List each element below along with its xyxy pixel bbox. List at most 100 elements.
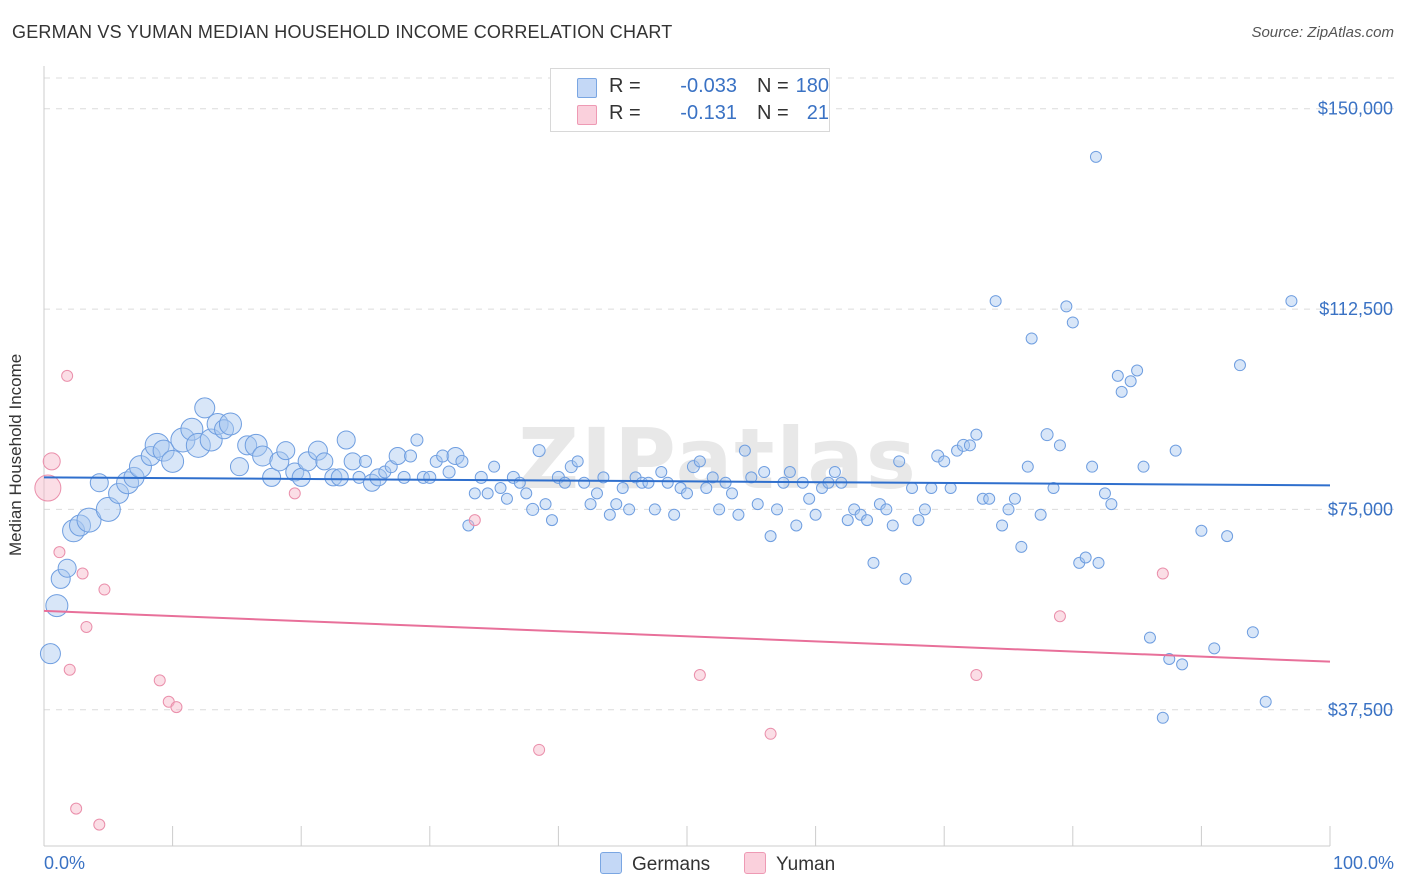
point-germans-111: [803, 492, 816, 505]
trend-line-yuman: [43, 609, 1331, 663]
point-germans-32: [285, 462, 305, 482]
point-yuman-17: [764, 727, 777, 740]
point-yuman-12: [170, 701, 183, 714]
y-tick-label-2: $112,500: [1319, 299, 1393, 319]
point-germans-123: [880, 503, 893, 516]
point-germans-70: [539, 498, 552, 511]
legend-swatch-yuman: [577, 105, 597, 125]
point-germans-150: [1053, 439, 1066, 452]
bottom-legend-label-yuman: Yuman: [776, 854, 836, 875]
point-germans-163: [1131, 364, 1144, 377]
point-germans-145: [1021, 460, 1034, 473]
point-germans-73: [558, 476, 571, 489]
trend-lines: [43, 476, 1331, 663]
point-germans-14: [144, 432, 170, 458]
point-germans-97: [713, 503, 726, 516]
point-germans-99: [726, 487, 739, 500]
point-germans-1: [45, 594, 69, 618]
point-germans-80: [603, 508, 616, 521]
bottom-legend-label-germans: Germans: [632, 854, 711, 875]
point-germans-139: [983, 492, 996, 505]
bottom-legend-swatch-yuman: [744, 852, 766, 874]
point-germans-144: [1015, 540, 1028, 553]
point-germans-50: [410, 433, 424, 447]
data-points: [34, 150, 1298, 831]
point-germans-57: [455, 454, 469, 468]
point-germans-165: [1143, 631, 1156, 644]
y-tick-labels: $37,500 $75,000 $112,500 $150,000: [1318, 99, 1393, 720]
point-germans-89: [661, 476, 674, 489]
point-germans-138: [976, 492, 989, 505]
bottom-legend-germans: Germans: [600, 852, 710, 876]
point-germans-92: [681, 487, 693, 500]
point-yuman-3: [61, 369, 74, 382]
point-germans-108: [783, 466, 796, 479]
point-germans-164: [1137, 460, 1150, 473]
point-germans-49: [404, 449, 418, 463]
point-germans-3: [57, 558, 77, 578]
point-germans-0: [39, 643, 61, 665]
x-tick-label-min: 0.0%: [44, 853, 85, 873]
point-germans-47: [388, 447, 407, 465]
point-yuman-16: [693, 669, 706, 682]
point-yuman-14: [468, 514, 481, 527]
point-germans-5: [69, 514, 92, 537]
point-germans-16: [161, 449, 185, 473]
point-germans-129: [918, 503, 931, 516]
point-germans-133: [944, 482, 957, 495]
point-germans-6: [76, 507, 102, 533]
point-germans-117: [841, 514, 854, 527]
point-germans-52: [423, 470, 437, 484]
point-germans-2: [50, 568, 71, 589]
point-germans-55: [442, 465, 456, 479]
point-germans-86: [642, 476, 655, 489]
point-germans-87: [648, 503, 661, 516]
point-yuman-15: [533, 743, 546, 756]
point-germans-77: [584, 498, 597, 511]
point-germans-27: [244, 433, 268, 457]
point-germans-62: [488, 460, 501, 473]
point-germans-20: [194, 397, 216, 419]
x-tick-label-max: 100.0%: [1333, 853, 1394, 873]
point-germans-19: [185, 432, 211, 458]
point-germans-75: [571, 455, 584, 468]
point-germans-146: [1025, 332, 1038, 345]
point-germans-29: [262, 467, 282, 487]
point-yuman-9: [98, 583, 111, 596]
point-germans-135: [956, 438, 970, 452]
point-germans-121: [867, 556, 880, 569]
point-germans-60: [474, 470, 488, 484]
legend-r-label: R =: [609, 102, 641, 124]
point-germans-166: [1156, 711, 1169, 724]
point-germans-115: [828, 466, 841, 479]
point-germans-160: [1111, 369, 1124, 382]
legend-r-value: -0.033: [680, 75, 737, 97]
point-yuman-18: [970, 669, 983, 682]
point-germans-35: [307, 440, 328, 461]
point-germans-102: [745, 471, 758, 484]
y-tick-label-1: $75,000: [1328, 499, 1393, 519]
point-germans-90: [668, 508, 681, 521]
point-germans-68: [526, 502, 540, 516]
point-germans-98: [719, 476, 732, 489]
point-germans-151: [1060, 300, 1073, 313]
point-yuman-10: [153, 674, 166, 687]
point-germans-31: [276, 441, 296, 461]
point-germans-24: [218, 412, 242, 436]
point-germans-154: [1079, 551, 1092, 564]
point-germans-104: [758, 466, 771, 479]
point-germans-63: [494, 482, 507, 495]
point-germans-140: [989, 295, 1002, 308]
trend-line-germans: [43, 476, 1331, 487]
point-germans-112: [809, 508, 822, 521]
point-germans-66: [513, 476, 526, 489]
point-yuman-7: [80, 620, 93, 633]
point-germans-130: [925, 482, 938, 495]
point-yuman-19: [1053, 610, 1066, 623]
point-germans-175: [1259, 695, 1272, 708]
point-germans-76: [578, 476, 591, 489]
point-germans-152: [1066, 316, 1079, 329]
point-germans-156: [1089, 150, 1102, 163]
point-germans-69: [532, 444, 546, 458]
point-germans-103: [751, 498, 764, 511]
